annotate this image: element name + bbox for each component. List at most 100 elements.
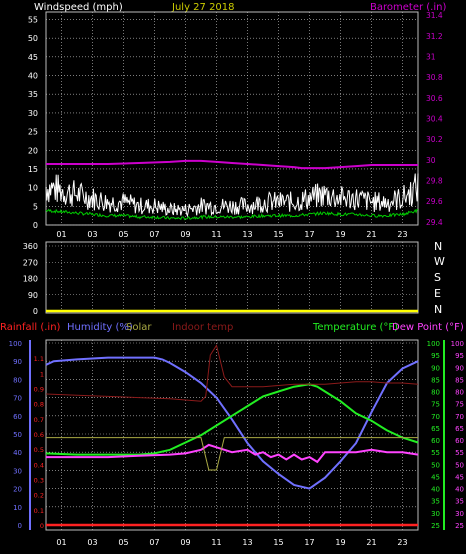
- barometer-tick: 31.4: [426, 11, 443, 20]
- barometer-tick: 31.2: [426, 32, 443, 41]
- wind-tick: 30: [28, 109, 38, 118]
- hour-tick-p1: 15: [273, 230, 283, 239]
- hour-tick-p3: 19: [335, 538, 345, 547]
- barometer-tick: 30.2: [426, 135, 443, 144]
- humidity-tick: 0: [18, 522, 22, 530]
- rain-tick: 0.3: [34, 477, 44, 485]
- wind-tick: 45: [28, 53, 38, 62]
- dew-point-tick: 90: [455, 364, 464, 372]
- rain-tick: 0.5: [34, 446, 44, 454]
- rain-tick: 1: [40, 370, 44, 378]
- hour-tick-p3: 07: [149, 538, 159, 547]
- hour-tick-p1: 11: [211, 230, 221, 239]
- temperature-tick: 75: [431, 401, 440, 409]
- temperature-tick: 80: [431, 389, 440, 397]
- humidity-tick: 50: [13, 431, 22, 439]
- humidity-tick: 70: [13, 395, 22, 403]
- chart-date: July 27 2018: [171, 2, 235, 13]
- hour-tick-p1: 23: [397, 230, 407, 239]
- rain-tick: 0.6: [34, 431, 44, 439]
- rain-tick: 0.4: [34, 461, 44, 469]
- temperature-tick: 60: [431, 437, 440, 445]
- series-indoor-temp: [45, 344, 419, 402]
- barometer-tick: 29.4: [426, 218, 443, 227]
- hour-tick-p3: 15: [273, 538, 283, 547]
- hour-tick-p1: 21: [366, 230, 376, 239]
- humidity-tick: 10: [13, 504, 22, 512]
- dew-point-tick: 65: [455, 425, 464, 433]
- series-windspeed: [45, 173, 419, 218]
- temperature-tick: 45: [431, 473, 440, 481]
- direction-letter-n-bottom: N: [434, 303, 442, 316]
- wind-tick: 35: [28, 90, 38, 99]
- direction-tick: 0: [33, 307, 38, 316]
- wind-axis-label: Windspeed (mph): [34, 2, 123, 13]
- barometer-tick: 30.4: [426, 115, 443, 124]
- dew-point-tick: 30: [455, 510, 464, 518]
- wind-tick: 55: [28, 15, 38, 24]
- dew-point-tick: 40: [455, 486, 464, 494]
- dew-point-tick: 55: [455, 449, 464, 457]
- dew-point-tick: 100: [451, 340, 464, 348]
- hour-tick-p3: 09: [180, 538, 190, 547]
- legend-humidity: Humidity (%): [67, 322, 133, 333]
- humidity-tick: 90: [13, 358, 22, 366]
- rain-tick: 0.7: [34, 416, 44, 424]
- hour-tick-p3: 13: [242, 538, 252, 547]
- rain-tick: 0.2: [34, 492, 44, 500]
- wind-tick: 15: [28, 165, 38, 174]
- series-temperature: [45, 383, 419, 456]
- barometer-tick: 31: [426, 52, 436, 61]
- temperature-tick: 35: [431, 498, 440, 506]
- temperature-tick: 95: [431, 352, 440, 360]
- humidity-tick: 60: [13, 413, 22, 421]
- direction-tick: 360: [23, 242, 38, 251]
- dew-point-tick: 45: [455, 473, 464, 481]
- rain-tick: 0.9: [34, 386, 44, 394]
- series-lines: [45, 159, 419, 527]
- temperature-tick: 30: [431, 510, 440, 518]
- direction-letter-n-top: N: [434, 240, 442, 253]
- temperature-tick: 65: [431, 425, 440, 433]
- rain-tick: 0.8: [34, 401, 44, 409]
- direction-tick: 270: [23, 258, 38, 267]
- temperature-tick: 90: [431, 364, 440, 372]
- rain-tick: 0.1: [34, 507, 44, 515]
- dew-point-tick: 25: [455, 522, 464, 530]
- direction-tick: 90: [28, 291, 38, 300]
- wind-tick: 0: [33, 221, 38, 230]
- temperature-tick: 100: [427, 340, 440, 348]
- dew-point-tick: 80: [455, 389, 464, 397]
- humidity-tick: 20: [13, 486, 22, 494]
- series-solar: [46, 437, 418, 471]
- hour-tick-p3: 01: [56, 538, 66, 547]
- hour-tick-p3: 21: [366, 538, 376, 547]
- wind-tick: 40: [28, 72, 38, 81]
- series-barometer: [46, 159, 418, 170]
- hour-tick-p3: 11: [211, 538, 221, 547]
- hour-tick-p3: 23: [397, 538, 407, 547]
- legend-dew-point: Dew Point (°F): [392, 322, 464, 333]
- dew-point-tick: 85: [455, 376, 464, 384]
- temperature-tick: 25: [431, 522, 440, 530]
- barometer-tick: 30: [426, 156, 436, 165]
- barometer-tick: 30.6: [426, 94, 443, 103]
- direction-letter-s: S: [434, 271, 441, 284]
- legend-solar: Solar: [126, 322, 152, 333]
- wind-tick: 5: [33, 202, 38, 211]
- direction-letter-e: E: [434, 287, 441, 300]
- rain-tick: 1.1: [34, 355, 44, 363]
- barometer-tick: 29.8: [426, 177, 443, 186]
- wind-tick: 25: [28, 128, 38, 137]
- barometer-tick: 30.8: [426, 73, 443, 82]
- wind-tick: 50: [28, 34, 38, 43]
- humidity-tick: 40: [13, 449, 22, 457]
- panel-temp-frame: [45, 339, 419, 531]
- dew-point-tick: 50: [455, 461, 464, 469]
- temperature-tick: 50: [431, 461, 440, 469]
- hour-tick-p1: 13: [242, 230, 252, 239]
- temperature-tick: 85: [431, 376, 440, 384]
- humidity-tick: 30: [13, 467, 22, 475]
